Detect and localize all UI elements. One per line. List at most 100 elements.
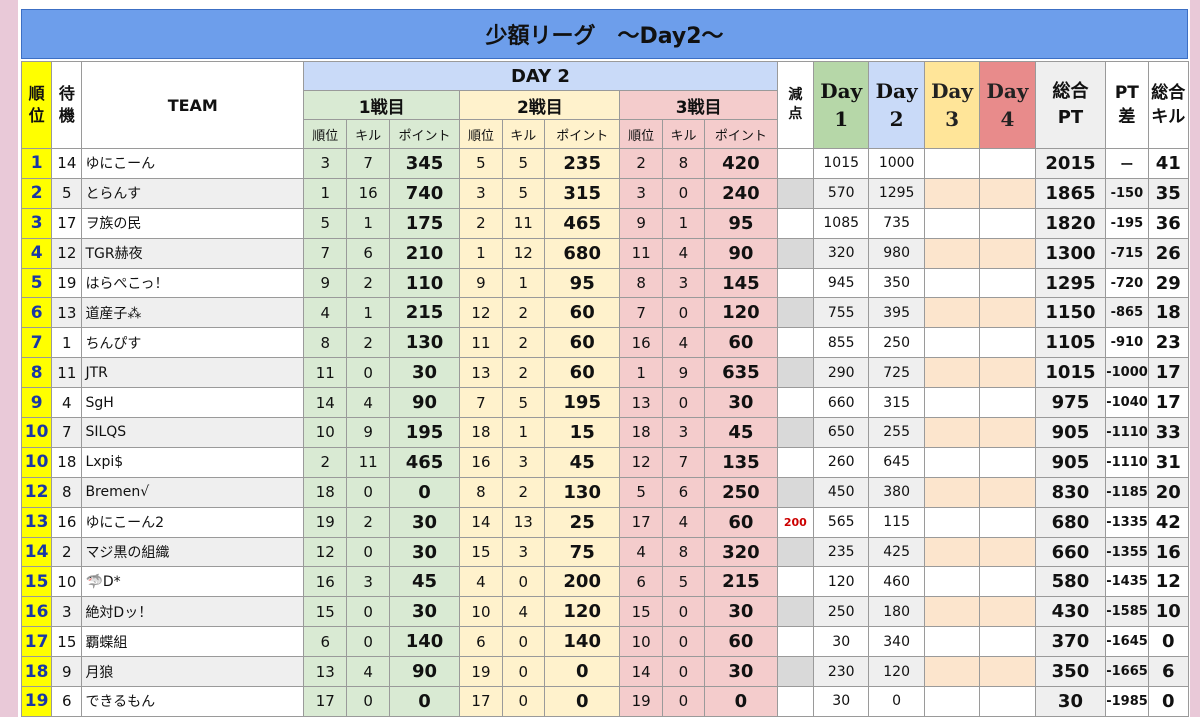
header-pt-diff: PT 差 [1105,61,1149,149]
g2-kill-cell: 13 [501,506,545,538]
day3-cell [923,566,981,598]
pt-diff-cell: ー [1105,148,1149,179]
team-name-cell: TGR赫夜 [81,237,305,269]
g1-rank-cell: 10 [303,417,348,448]
rank-cell: 12 [20,476,53,508]
g1-kill-cell: 2 [346,267,390,299]
g2-rank-cell: 12 [459,297,503,329]
penalty-cell [776,686,815,717]
total-pt-cell: 830 [1034,476,1107,508]
day2-cell: 725 [868,357,925,389]
g3-point-cell: 420 [704,148,778,179]
total-kill-cell: 17 [1147,387,1190,419]
g1-kill-cell: 7 [346,148,390,179]
g3-point-cell: 30 [704,387,778,419]
wait-cell: 18 [51,446,83,478]
day1-cell: 855 [812,327,870,359]
table-row: 18 9 月狼 13 4 90 19 0 0 14 0 30 230 120 350 -1665 6 [20,656,1190,688]
g2-point-cell: 60 [543,297,621,329]
header-day2: Day 2 [868,61,925,149]
table-row: 8 11 JTR 11 0 30 13 2 60 1 9 635 290 725 1015 -1000 17 [20,357,1190,389]
g3-kill-cell: 9 [661,357,706,389]
g1-kill-cell: 0 [346,357,390,389]
g1-rank-cell: 9 [303,267,348,299]
g2-rank-cell: 5 [459,148,503,179]
g1-kill-cell: 1 [346,297,390,329]
penalty-cell [776,237,815,269]
day2-cell: 380 [868,476,925,508]
pt-diff-cell: -910 [1105,327,1149,359]
g1-rank-cell: 16 [303,566,348,598]
penalty-cell [776,297,815,329]
total-pt-cell: 30 [1034,686,1107,717]
pt-diff-cell: -1585 [1105,596,1149,628]
g3-point-cell: 240 [704,177,778,209]
day2-cell: 255 [868,417,925,448]
g1-kill-cell: 0 [346,536,390,568]
header-day2-group: DAY 2 [303,61,778,91]
table-row: 3 17 ヲ族の民 5 1 175 2 11 465 9 1 95 1085 735 1820 -195 36 [20,207,1190,239]
g1-rank-cell: 6 [303,626,348,658]
total-pt-cell: 1820 [1034,207,1107,239]
table-row: 6 13 道産子⁂ 4 1 215 12 2 60 7 0 120 755 395 1150 -865 18 [20,297,1190,329]
g2-point-cell: 465 [543,207,621,239]
g1-point-cell: 140 [388,626,461,658]
team-name-cell: 絶対Dッ！ [81,596,305,628]
day4-cell [979,237,1036,269]
total-kill-cell: 26 [1147,237,1190,269]
header-g2-kill: キル [501,119,545,149]
g3-kill-cell: 0 [661,177,706,209]
g3-point-cell: 120 [704,297,778,329]
g2-rank-cell: 13 [459,357,503,389]
day4-cell [979,177,1036,209]
g3-point-cell: 95 [704,207,778,239]
g1-point-cell: 210 [388,237,461,269]
g3-kill-cell: 7 [661,446,706,478]
g3-rank-cell: 2 [619,148,663,179]
day2-cell: 315 [868,387,925,419]
header-g2-point: ポイント [543,119,621,149]
g3-point-cell: 30 [704,656,778,688]
day1-cell: 945 [812,267,870,299]
g2-kill-cell: 1 [501,267,545,299]
g2-rank-cell: 19 [459,656,503,688]
header-g2-rank: 順位 [459,119,503,149]
total-kill-cell: 20 [1147,476,1190,508]
wait-cell: 5 [51,177,83,209]
header-team: TEAM [81,61,305,149]
g1-rank-cell: 1 [303,177,348,209]
rank-cell: 1 [20,148,53,179]
g2-kill-cell: 3 [501,446,545,478]
penalty-cell: 200 [776,506,815,538]
g3-rank-cell: 11 [619,237,663,269]
wait-cell: 7 [51,417,83,448]
team-name-cell: 覇蝶組 [81,626,305,658]
day4-cell [979,417,1036,448]
g2-rank-cell: 15 [459,536,503,568]
rank-cell: 10 [20,446,53,478]
g1-point-cell: 740 [388,177,461,209]
header-game1: 1戦目 [303,90,461,120]
g2-rank-cell: 16 [459,446,503,478]
g1-rank-cell: 12 [303,536,348,568]
g2-kill-cell: 0 [501,566,545,598]
header-g1-point: ポイント [388,119,461,149]
team-name-cell: 月狼 [81,656,305,688]
day4-cell [979,327,1036,359]
table-row: 17 15 覇蝶組 6 0 140 6 0 140 10 0 60 30 340 370 -1645 0 [20,626,1190,658]
header-wait: 待 機 [51,61,83,149]
total-kill-cell: 23 [1147,327,1190,359]
g2-kill-cell: 2 [501,327,545,359]
team-name-cell: ヲ族の民 [81,207,305,239]
penalty-cell [776,566,815,598]
g1-kill-cell: 2 [346,506,390,538]
wait-cell: 1 [51,327,83,359]
total-pt-cell: 680 [1034,506,1107,538]
header-day1: Day 1 [812,61,870,149]
day1-cell: 290 [812,357,870,389]
day3-cell [923,686,981,717]
g1-rank-cell: 17 [303,686,348,717]
pt-diff-cell: -150 [1105,177,1149,209]
g3-point-cell: 635 [704,357,778,389]
g3-point-cell: 320 [704,536,778,568]
